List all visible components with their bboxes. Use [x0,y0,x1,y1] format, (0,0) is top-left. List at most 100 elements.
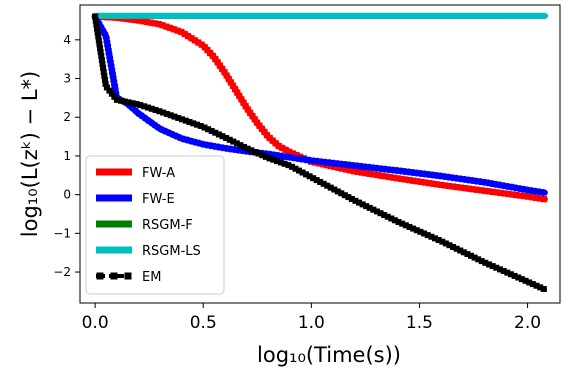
data-point [327,184,334,191]
data-point [262,153,269,160]
data-point [464,251,471,258]
data-point [493,264,500,271]
legend-label: RSGM-F [142,218,193,233]
data-point [255,150,262,157]
data-point [359,201,366,208]
data-point [178,116,185,123]
data-point [429,180,437,187]
data-point [395,219,402,226]
data-point [521,193,528,200]
legend-entry-fw-e: FW-E [96,192,175,207]
data-point [384,213,391,220]
data-point [381,211,388,218]
data-point [449,183,456,190]
data-point [174,27,181,34]
legend-marker [110,272,118,280]
data-point [410,225,417,232]
data-point [279,144,286,152]
data-point [219,133,226,140]
data-point [504,269,511,276]
data-point [345,194,352,201]
data-point [94,29,101,36]
data-point [439,238,446,245]
data-point [540,285,547,292]
y-tick-label: 3 [63,72,71,86]
data-point [356,199,363,206]
data-point [363,203,370,210]
data-point [402,222,409,229]
data-point [478,258,485,265]
data-point [310,175,317,182]
data-point [509,191,516,198]
y-tick-label: −1 [53,226,71,240]
data-point [522,277,529,284]
data-point [205,126,212,133]
series-layer [91,12,548,292]
data-point [281,160,288,167]
data-point [366,204,373,211]
data-point [163,110,170,117]
data-point [533,282,540,289]
data-point [98,57,105,64]
data-point [394,175,401,182]
data-point [477,187,484,194]
data-point [331,186,338,193]
data-point [485,188,492,195]
plot-frame [79,4,561,304]
legend-label: FW-A [142,166,175,181]
data-point [113,96,120,103]
data-point [152,107,159,114]
data-point [377,210,384,217]
legend-label: RSGM-LS [142,244,201,259]
y-axis: −2 −1 0 1 2 3 4 [53,33,80,279]
y-tick-label: 2 [63,110,71,124]
data-point [201,124,208,131]
data-point [95,37,102,44]
data-point [453,245,460,252]
data-point [486,261,493,268]
x-axis: 0.0 0.5 1.0 1.5 2.0 [82,303,541,333]
data-point [155,21,162,28]
data-point [97,45,104,52]
data-point [398,175,405,183]
data-point [528,194,536,201]
data-point [511,272,518,279]
data-point [501,190,508,197]
data-point [410,177,417,184]
data-point [282,146,289,153]
data-point [537,284,544,291]
data-point [418,178,425,186]
data-point [299,169,306,176]
data-point [489,263,496,270]
data-point [92,13,99,20]
data-point [186,118,193,125]
data-point [237,142,244,149]
data-point [190,120,197,127]
data-point [98,53,105,60]
data-point [473,186,480,193]
data-point [133,101,140,108]
data-point [277,159,284,166]
data-point [101,72,108,79]
data-point [313,177,320,184]
data-point [421,230,428,237]
data-point [518,276,525,283]
data-point [402,176,409,183]
legend-label: FW-E [142,192,175,207]
data-point [493,189,500,196]
data-point [475,256,482,263]
data-point [406,177,413,184]
legend-entry-rsgm-f: RSGM-F [96,218,193,233]
data-point [526,279,533,286]
y-tick-label: −2 [53,265,71,279]
data-point [489,188,496,195]
legend-label: EM [142,270,161,285]
data-point [175,114,182,121]
data-point [425,180,433,187]
data-point [413,227,420,234]
data-point [496,266,503,273]
data-point [445,182,452,190]
data-point [461,185,468,192]
data-point [324,182,331,189]
data-point [194,121,201,128]
